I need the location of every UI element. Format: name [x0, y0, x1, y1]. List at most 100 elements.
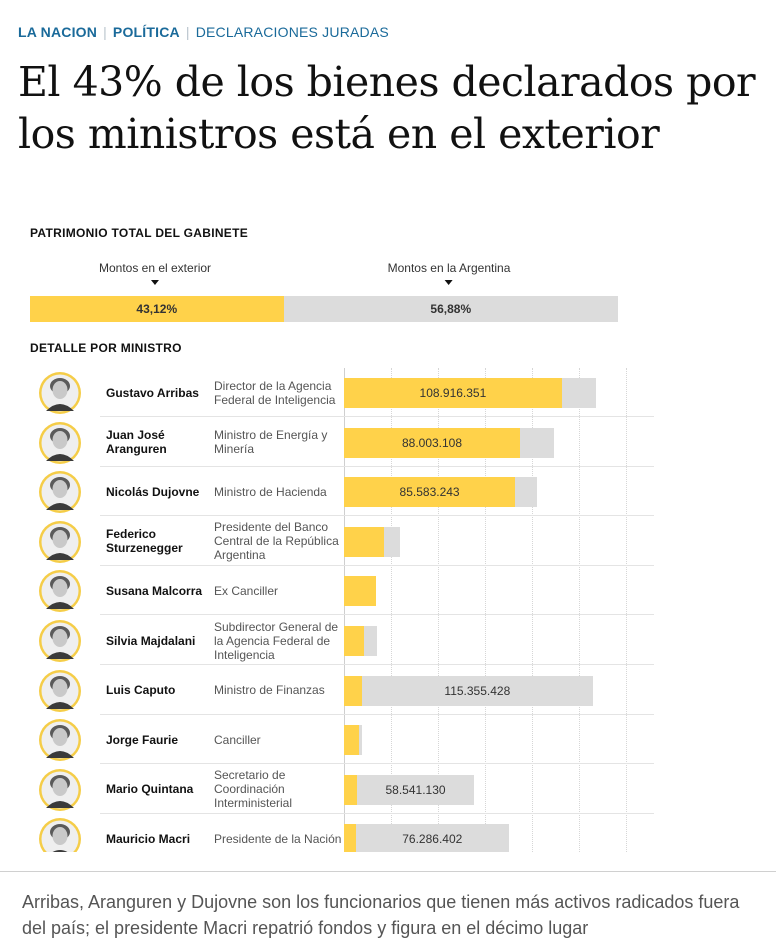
row-separator	[100, 416, 654, 417]
avatar	[39, 471, 81, 514]
grid-line	[625, 368, 627, 852]
bar-argentina[interactable]	[364, 626, 377, 656]
minister-role: Ministro de Energía y Minería	[214, 428, 328, 457]
bar-exterior[interactable]	[344, 774, 357, 805]
data-label: 88.003.108	[401, 435, 463, 450]
bar-exterior[interactable]	[344, 626, 364, 656]
minister-role: Director de la Agencia Federal de Inteli…	[214, 378, 336, 407]
bar-argentina[interactable]	[359, 725, 362, 756]
argentina-caption: Montos en la Argentina	[387, 261, 511, 285]
avatar	[39, 719, 81, 762]
page-title: El 43% de los bienes declarados por los …	[18, 58, 756, 158]
data-label: 108.916.351	[419, 386, 487, 400]
row-separator	[100, 564, 654, 566]
minister-role: Presidente de la Nación	[214, 831, 342, 846]
avatar	[39, 818, 81, 852]
exterior-pct-label: 43,12%	[136, 302, 178, 316]
row-separator	[100, 614, 654, 616]
bar-exterior[interactable]	[344, 576, 376, 607]
avatar	[39, 620, 81, 662]
row-separator	[100, 812, 654, 814]
minister-name: Luis Caputo	[106, 683, 176, 698]
exterior-share-fill	[30, 296, 284, 322]
grid-line	[578, 368, 580, 852]
breadcrumb: LA NACION | POLÍTICA | DECLARACIONES JURADAS	[18, 24, 389, 40]
bar-exterior[interactable]	[344, 824, 356, 852]
bar-exterior[interactable]	[344, 725, 359, 756]
data-label: 85.583.243	[399, 485, 460, 500]
row-separator	[100, 713, 654, 715]
total-patrimony-bar[interactable]: 43,12% 56,88%	[30, 296, 618, 322]
bar-exterior[interactable]	[344, 675, 362, 706]
minister-name: Federico Sturzenegger	[106, 527, 183, 556]
axis-line	[344, 368, 345, 852]
bar-argentina[interactable]	[561, 378, 596, 408]
minister-name: Juan José Aranguren	[106, 428, 167, 457]
minister-bar-chart: Gustavo Arribas Director de la Agencia Fe…	[30, 368, 664, 852]
exterior-caption: Montos en el exterior	[99, 261, 211, 285]
minister-row[interactable]: Juan José Aranguren Ministro de Energía y…	[30, 418, 664, 467]
minister-row[interactable]: Luis Caputo Ministro de Finanzas 115.355.4…	[30, 666, 664, 715]
minister-name: Gustavo Arribas	[106, 385, 199, 400]
minister-name: Nicolás Dujovne	[106, 484, 200, 499]
breadcrumb-separator: |	[185, 24, 190, 40]
breadcrumb-separator: |	[103, 24, 107, 40]
caret-down-icon	[151, 280, 159, 285]
data-label: 76.286.402	[402, 832, 463, 847]
minister-role: Presidente del Banco Central de la Repúb…	[214, 520, 339, 563]
minister-row[interactable]: Silvia Majdalani Subdirector General de l…	[30, 616, 664, 665]
minister-role: Ex Canciller	[214, 583, 279, 598]
caret-down-icon	[445, 280, 453, 285]
minister-row[interactable]: Nicolás Dujovne Ministro de Hacienda 85.58…	[30, 467, 664, 517]
bar-argentina[interactable]	[515, 477, 538, 508]
minister-role: Ministro de Hacienda	[214, 484, 327, 499]
avatar	[39, 669, 81, 712]
bar-exterior[interactable]	[344, 378, 562, 408]
argentina-caption-text: Montos en la Argentina	[387, 261, 511, 275]
data-label: 58.541.130	[385, 782, 446, 797]
row-separator	[100, 664, 654, 665]
minister-name: Mario Quintana	[106, 782, 194, 797]
divider	[0, 871, 776, 872]
argentina-pct-label: 56,88%	[430, 302, 472, 316]
avatar	[39, 421, 81, 464]
detail-title: DETALLE POR MINISTRO	[30, 341, 182, 355]
bar-exterior[interactable]	[344, 427, 520, 458]
minister-row[interactable]: Susana Malcorra Ex Canciller	[30, 566, 664, 616]
row-separator	[100, 465, 654, 467]
bar-argentina[interactable]	[362, 675, 593, 706]
minister-name: Jorge Faurie	[106, 732, 179, 747]
bar-argentina[interactable]	[357, 774, 475, 805]
minister-row[interactable]: Mario Quintana Secretario de Coordinación…	[30, 765, 664, 814]
avatar	[39, 768, 81, 811]
avatar	[39, 570, 81, 613]
grid-line	[484, 368, 486, 852]
minister-role: Subdirector General de la Agencia Federa…	[214, 619, 339, 662]
grid-line	[437, 368, 439, 852]
avatar	[39, 520, 81, 563]
row-separator	[100, 515, 654, 517]
bar-argentina[interactable]	[356, 824, 509, 852]
minister-row[interactable]: Gustavo Arribas Director de la Agencia Fe…	[30, 368, 664, 417]
minister-name: Silvia Majdalani	[106, 633, 196, 648]
minister-name: Mauricio Macri	[106, 831, 191, 846]
summary-title: PATRIMONIO TOTAL DEL GABINETE	[30, 226, 249, 240]
minister-row[interactable]: Jorge Faurie Canciller	[30, 715, 664, 765]
grid-line	[390, 368, 392, 852]
minister-role: Ministro de Finanzas	[214, 683, 325, 698]
breadcrumb-site-link[interactable]: LA NACION	[18, 24, 98, 40]
minister-row[interactable]: Federico Sturzenegger Presidente del Banc…	[30, 517, 664, 566]
minister-role: Canciller	[214, 732, 261, 747]
minister-role: Secretario de Coordinación Interminister…	[214, 768, 293, 811]
bar-exterior[interactable]	[344, 526, 384, 557]
breadcrumb-topic-link[interactable]: DECLARACIONES JURADAS	[195, 24, 389, 40]
avatar	[39, 372, 81, 414]
breadcrumb-section-link[interactable]: POLÍTICA	[112, 24, 180, 40]
exterior-caption-text: Montos en el exterior	[98, 261, 212, 275]
bar-argentina[interactable]	[520, 427, 554, 458]
minister-row[interactable]: Mauricio Macri Presidente de la Nación 76.…	[30, 814, 664, 852]
row-separator	[100, 763, 654, 765]
data-label: 115.355.428	[444, 683, 511, 698]
bar-argentina[interactable]	[384, 526, 400, 557]
bar-exterior[interactable]	[344, 477, 516, 508]
